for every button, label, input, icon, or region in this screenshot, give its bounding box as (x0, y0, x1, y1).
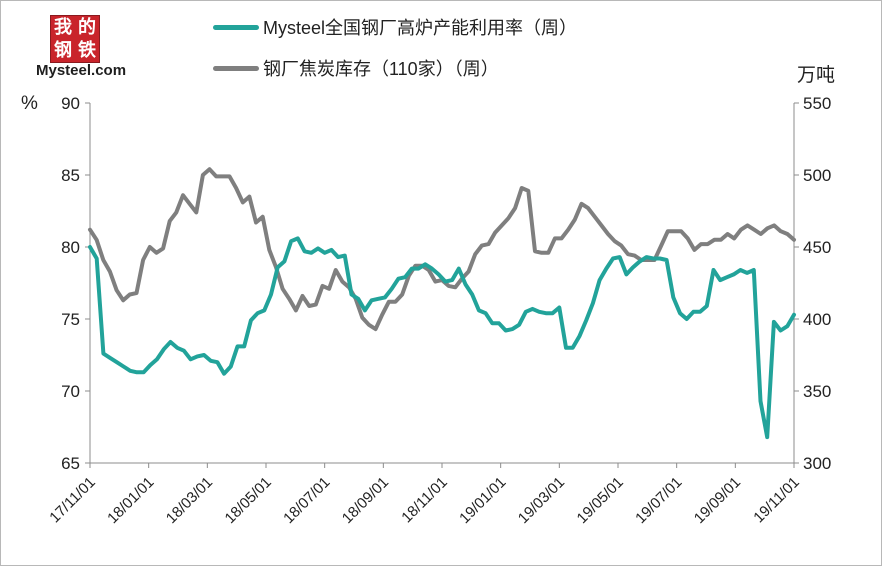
legend-label: Mysteel全国钢厂高炉产能利用率（周） (263, 18, 578, 38)
right-y-unit: 万吨 (797, 64, 835, 86)
left-y-tick-label: 90 (61, 94, 80, 113)
logo-wordmark: Mysteel.com (36, 62, 127, 79)
x-tick-label: 17/11/01 (46, 474, 99, 527)
logo-char: 钢 (54, 39, 72, 61)
x-tick-label: 18/11/01 (398, 474, 451, 527)
left-y-tick-label: 85 (61, 166, 80, 185)
right-y-tick-label: 350 (803, 382, 831, 401)
chart-labels: 65 70 75 80 85 90 300 350 400 450 500 550% 万吨 17/11/0… (21, 64, 835, 527)
logo-char: 我 (54, 16, 72, 38)
right-y-tick-label: 300 (803, 454, 831, 473)
right-y-tick-label: 550 (803, 94, 831, 113)
x-tick-label: 19/07/01 (632, 474, 685, 527)
logo-badge: 我 的 钢 铁 (50, 15, 100, 63)
left-y-tick-label: 75 (61, 310, 80, 329)
legend-item-coke-inventory: 钢厂焦炭库存（110家）（周） (213, 54, 577, 82)
series-line-coke-inventory (88, 167, 796, 332)
logo-char: 铁 (78, 39, 96, 61)
series-line-utilization (88, 236, 796, 440)
left-y-tick-label: 70 (61, 382, 80, 401)
chart-axes (85, 102, 799, 468)
x-tick-label: 18/07/01 (280, 474, 333, 527)
x-tick-label: 19/03/01 (515, 474, 568, 527)
x-tick-label: 19/01/01 (456, 474, 509, 527)
legend-label: 钢厂焦炭库存（110家）（周） (263, 59, 499, 79)
x-tick-label: 18/09/01 (339, 474, 392, 527)
chart-legend: Mysteel全国钢厂高炉产能利用率（周） 钢厂焦炭库存（110家）（周） (213, 13, 577, 95)
x-tick-label: 18/03/01 (163, 474, 216, 527)
right-y-tick-label: 450 (803, 238, 831, 257)
x-tick-label: 18/01/01 (104, 474, 157, 527)
legend-item-utilization: Mysteel全国钢厂高炉产能利用率（周） (213, 13, 577, 41)
mysteel-logo: 我 的 钢 铁 Mysteel.com (9, 7, 141, 83)
right-y-tick-label: 400 (803, 310, 831, 329)
left-y-tick-label: 80 (61, 238, 80, 257)
left-y-unit: % (21, 93, 38, 114)
legend-swatch-teal (213, 24, 259, 30)
legend-swatch-gray (213, 65, 259, 71)
x-tick-label: 19/11/01 (750, 474, 803, 527)
x-tick-label: 19/09/01 (691, 474, 744, 527)
logo-char: 的 (78, 16, 96, 38)
right-y-tick-label: 500 (803, 166, 831, 185)
x-tick-label: 19/05/01 (574, 474, 627, 527)
x-tick-label: 18/05/01 (222, 474, 275, 527)
chart-series (88, 167, 796, 440)
left-y-tick-label: 65 (61, 454, 80, 473)
